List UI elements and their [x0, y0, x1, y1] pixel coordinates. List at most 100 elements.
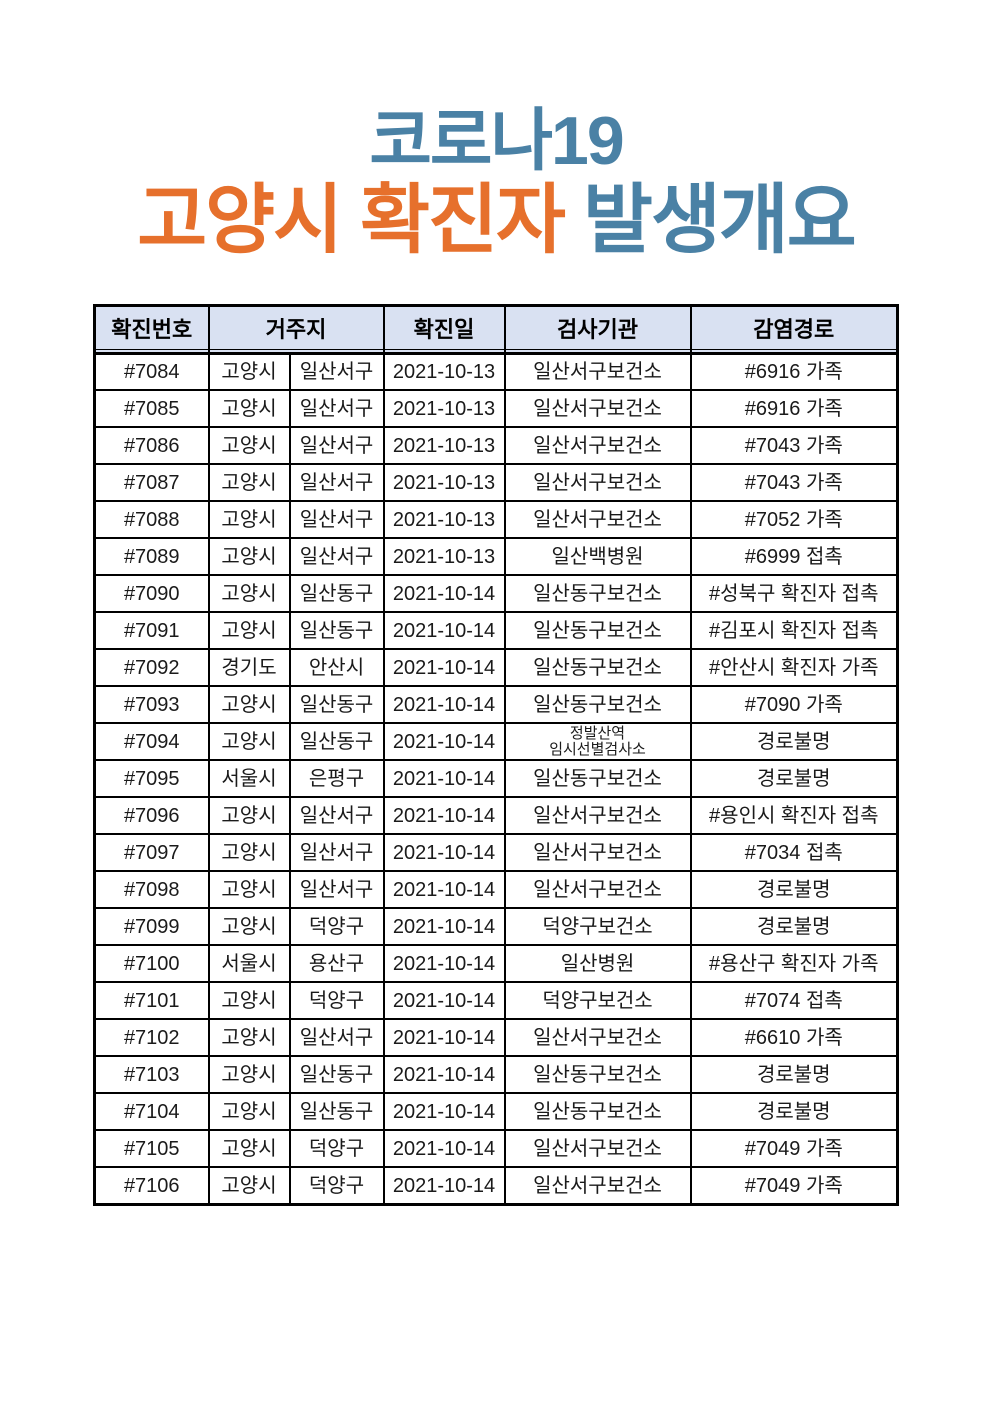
table-row: #7085 고양시 일산서구 2021-10-13 일산서구보건소 #6916 가족: [93, 389, 899, 429]
cell-residence-city: 고양시: [207, 796, 291, 836]
cell-residence-district: 일산동구: [288, 722, 385, 762]
cell-confirm-date: 2021-10-14: [382, 759, 506, 799]
cell-residence-city: 고양시: [207, 611, 291, 651]
cell-case-number: #7104: [93, 1092, 210, 1132]
cell-residence-district: 일산서구: [288, 463, 385, 503]
header-case-number: 확진번호: [93, 304, 210, 350]
cell-confirm-date: 2021-10-14: [382, 944, 506, 984]
cell-case-number: #7088: [93, 500, 210, 540]
cell-confirm-date: 2021-10-13: [382, 463, 506, 503]
cell-infection-route: #6610 가족: [689, 1018, 899, 1058]
cell-infection-route: #용인시 확진자 접촉: [689, 796, 899, 836]
cell-residence-district: 일산서구: [288, 833, 385, 873]
cell-confirm-date: 2021-10-14: [382, 1092, 506, 1132]
cell-infection-route: #용산구 확진자 가족: [689, 944, 899, 984]
table-row: #7104 고양시 일산동구 2021-10-14 일산동구보건소 경로불명: [93, 1092, 899, 1132]
cell-residence-city: 고양시: [207, 907, 291, 947]
table-row: #7100 서울시 용산구 2021-10-14 일산병원 #용산구 확진자 가족: [93, 944, 899, 984]
cell-confirm-date: 2021-10-13: [382, 389, 506, 429]
cell-residence-city: 고양시: [207, 1129, 291, 1169]
cell-residence-city: 고양시: [207, 870, 291, 910]
header-gap-cell: [93, 348, 210, 355]
table-row: #7087 고양시 일산서구 2021-10-13 일산서구보건소 #7043 가족: [93, 463, 899, 503]
cell-case-number: #7093: [93, 685, 210, 725]
cell-test-institution: 덕양구보건소: [503, 981, 692, 1021]
table-row: #7097 고양시 일산서구 2021-10-14 일산서구보건소 #7034 접촉: [93, 833, 899, 873]
cell-case-number: #7103: [93, 1055, 210, 1095]
cell-confirm-date: 2021-10-14: [382, 796, 506, 836]
table-row: #7105 고양시 덕양구 2021-10-14 일산서구보건소 #7049 가족: [93, 1129, 899, 1169]
cell-infection-route: #7043 가족: [689, 463, 899, 503]
cell-case-number: #7099: [93, 907, 210, 947]
cell-confirm-date: 2021-10-13: [382, 500, 506, 540]
cell-case-number: #7089: [93, 537, 210, 577]
header-row: 확진번호 거주지 확진일 검사기관 감염경로: [93, 304, 899, 350]
cell-test-institution: 일산동구보건소: [503, 685, 692, 725]
cell-confirm-date: 2021-10-14: [382, 685, 506, 725]
cell-test-institution: 일산동구보건소: [503, 759, 692, 799]
table-row: #7099 고양시 덕양구 2021-10-14 덕양구보건소 경로불명: [93, 907, 899, 947]
cell-residence-city: 경기도: [207, 648, 291, 688]
cell-residence-city: 고양시: [207, 574, 291, 614]
cell-residence-district: 덕양구: [288, 907, 385, 947]
table-row: #7101 고양시 덕양구 2021-10-14 덕양구보건소 #7074 접촉: [93, 981, 899, 1021]
cell-residence-district: 일산서구: [288, 1018, 385, 1058]
cell-residence-district: 덕양구: [288, 1129, 385, 1169]
cell-residence-district: 일산서구: [288, 537, 385, 577]
title-line-2: 고양시 확진자 발생개요: [0, 181, 992, 260]
cell-test-institution: 일산동구보건소: [503, 648, 692, 688]
cell-infection-route: 경로불명: [689, 1055, 899, 1095]
cell-residence-city: 고양시: [207, 537, 291, 577]
cell-residence-district: 은평구: [288, 759, 385, 799]
header-gap-cell: [503, 348, 692, 355]
table-row: #7089 고양시 일산서구 2021-10-13 일산백병원 #6999 접촉: [93, 537, 899, 577]
cell-case-number: #7087: [93, 463, 210, 503]
table-row: #7098 고양시 일산서구 2021-10-14 일산서구보건소 경로불명: [93, 870, 899, 910]
cell-case-number: #7085: [93, 389, 210, 429]
cell-case-number: #7096: [93, 796, 210, 836]
cell-infection-route: #7074 접촉: [689, 981, 899, 1021]
table-row: #7086 고양시 일산서구 2021-10-13 일산서구보건소 #7043 가족: [93, 426, 899, 466]
cell-case-number: #7095: [93, 759, 210, 799]
cell-residence-city: 고양시: [207, 981, 291, 1021]
cell-residence-city: 고양시: [207, 426, 291, 466]
cell-confirm-date: 2021-10-14: [382, 1018, 506, 1058]
cell-case-number: #7097: [93, 833, 210, 873]
cell-test-institution: 일산동구보건소: [503, 1055, 692, 1095]
header-gap-cell: [382, 348, 506, 355]
header-infection-route: 감염경로: [689, 304, 899, 350]
cell-residence-city: 고양시: [207, 722, 291, 762]
cell-infection-route: #7043 가족: [689, 426, 899, 466]
page-title: 코로나19 고양시 확진자 발생개요: [0, 0, 992, 260]
cell-infection-route: 경로불명: [689, 722, 899, 762]
cell-test-institution: 일산백병원: [503, 537, 692, 577]
header-gap-cell: [207, 348, 385, 355]
table-row: #7102 고양시 일산서구 2021-10-14 일산서구보건소 #6610 가족: [93, 1018, 899, 1058]
cell-residence-district: 덕양구: [288, 981, 385, 1021]
cell-infection-route: 경로불명: [689, 759, 899, 799]
cell-confirm-date: 2021-10-14: [382, 574, 506, 614]
table-row: #7084 고양시 일산서구 2021-10-13 일산서구보건소 #6916 가족: [93, 352, 899, 392]
cell-confirm-date: 2021-10-14: [382, 648, 506, 688]
cell-test-institution: 일산서구보건소: [503, 389, 692, 429]
cell-case-number: #7090: [93, 574, 210, 614]
cell-case-number: #7106: [93, 1166, 210, 1206]
header-gap-row: [93, 348, 899, 355]
cell-test-institution: 일산서구보건소: [503, 1129, 692, 1169]
cell-case-number: #7094: [93, 722, 210, 762]
cell-infection-route: #안산시 확진자 가족: [689, 648, 899, 688]
cell-infection-route: 경로불명: [689, 907, 899, 947]
table-row: #7106 고양시 덕양구 2021-10-14 일산서구보건소 #7049 가족: [93, 1166, 899, 1206]
cell-test-institution: 일산서구보건소: [503, 1018, 692, 1058]
cell-residence-district: 일산동구: [288, 1055, 385, 1095]
cell-residence-city: 고양시: [207, 1166, 291, 1206]
cell-confirm-date: 2021-10-14: [382, 1166, 506, 1206]
cell-confirm-date: 2021-10-13: [382, 352, 506, 392]
cell-residence-city: 고양시: [207, 389, 291, 429]
cell-residence-city: 서울시: [207, 759, 291, 799]
cell-confirm-date: 2021-10-14: [382, 1055, 506, 1095]
cell-residence-city: 고양시: [207, 352, 291, 392]
cell-confirm-date: 2021-10-13: [382, 426, 506, 466]
cell-infection-route: #7049 가족: [689, 1166, 899, 1206]
cell-infection-route: #7052 가족: [689, 500, 899, 540]
